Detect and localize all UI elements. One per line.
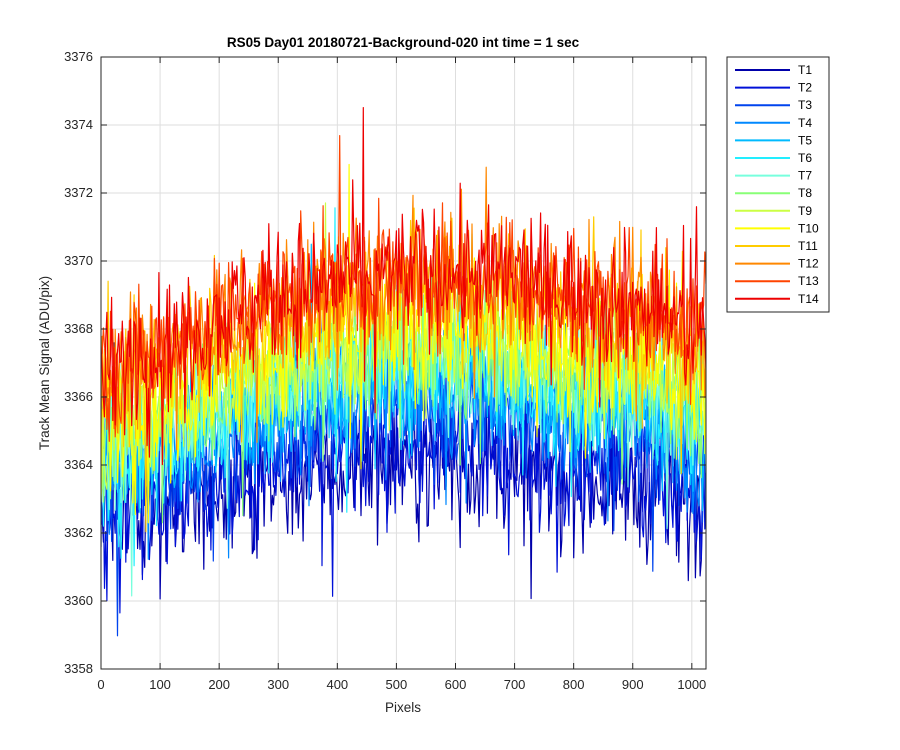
legend-label-t14: T14	[798, 292, 819, 306]
x-tick-label: 0	[97, 677, 104, 692]
legend-label-t7: T7	[798, 169, 812, 183]
legend-label-t11: T11	[798, 239, 818, 253]
legend-label-t9: T9	[798, 204, 812, 218]
x-tick-label: 700	[504, 677, 526, 692]
x-tick-label: 200	[208, 677, 230, 692]
y-tick-label: 3374	[64, 117, 93, 132]
x-axis-label: Pixels	[385, 700, 421, 715]
legend-label-t3: T3	[798, 98, 812, 112]
x-tick-label: 800	[563, 677, 585, 692]
legend-label-t5: T5	[798, 133, 812, 147]
x-tick-label: 400	[326, 677, 348, 692]
y-tick-label: 3364	[64, 457, 93, 472]
legend-label-t13: T13	[798, 274, 819, 288]
legend-box	[726, 56, 830, 313]
legend: T1 T2 T3 T4 T5 T6 T7 T8 T9 T10 T11 T12 T13 T14	[726, 56, 830, 313]
x-tick-label: 900	[622, 677, 644, 692]
y-tick-label: 3372	[64, 185, 93, 200]
y-tick-label: 3376	[64, 49, 93, 64]
y-tick-label: 3358	[64, 661, 93, 676]
y-tick-label: 3360	[64, 593, 93, 608]
legend-label-t1: T1	[798, 63, 812, 77]
x-tick-label: 100	[149, 677, 171, 692]
legend-label-t10: T10	[798, 221, 819, 235]
y-tick-label: 3362	[64, 525, 93, 540]
series-line-t14	[101, 107, 706, 466]
legend-items: T1 T2 T3 T4 T5 T6 T7 T8 T9 T10 T11 T12 T13 T14	[735, 63, 819, 306]
y-tick-label: 3370	[64, 253, 93, 268]
x-tick-label: 1000	[677, 677, 706, 692]
legend-label-t8: T8	[798, 186, 812, 200]
y-axis-label: Track Mean Signal (ADU/pix)	[37, 276, 52, 450]
x-tick-label: 500	[386, 677, 408, 692]
x-tick-label: 600	[445, 677, 467, 692]
x-tick-label: 300	[267, 677, 289, 692]
legend-label-t12: T12	[798, 257, 819, 271]
y-tick-label: 3366	[64, 389, 93, 404]
legend-label-t6: T6	[798, 151, 812, 165]
legend-label-t2: T2	[798, 81, 812, 95]
y-tick-label: 3368	[64, 321, 93, 336]
plot-frame	[100, 56, 707, 670]
tick-layer: 0 100 200 300 400 500 600 700 800 900 1000 3358 3360…	[64, 49, 706, 692]
legend-label-t4: T4	[798, 116, 812, 130]
series-layer	[101, 107, 706, 637]
chart-title: RS05 Day01 20180721-Background-020 int t…	[227, 35, 580, 50]
